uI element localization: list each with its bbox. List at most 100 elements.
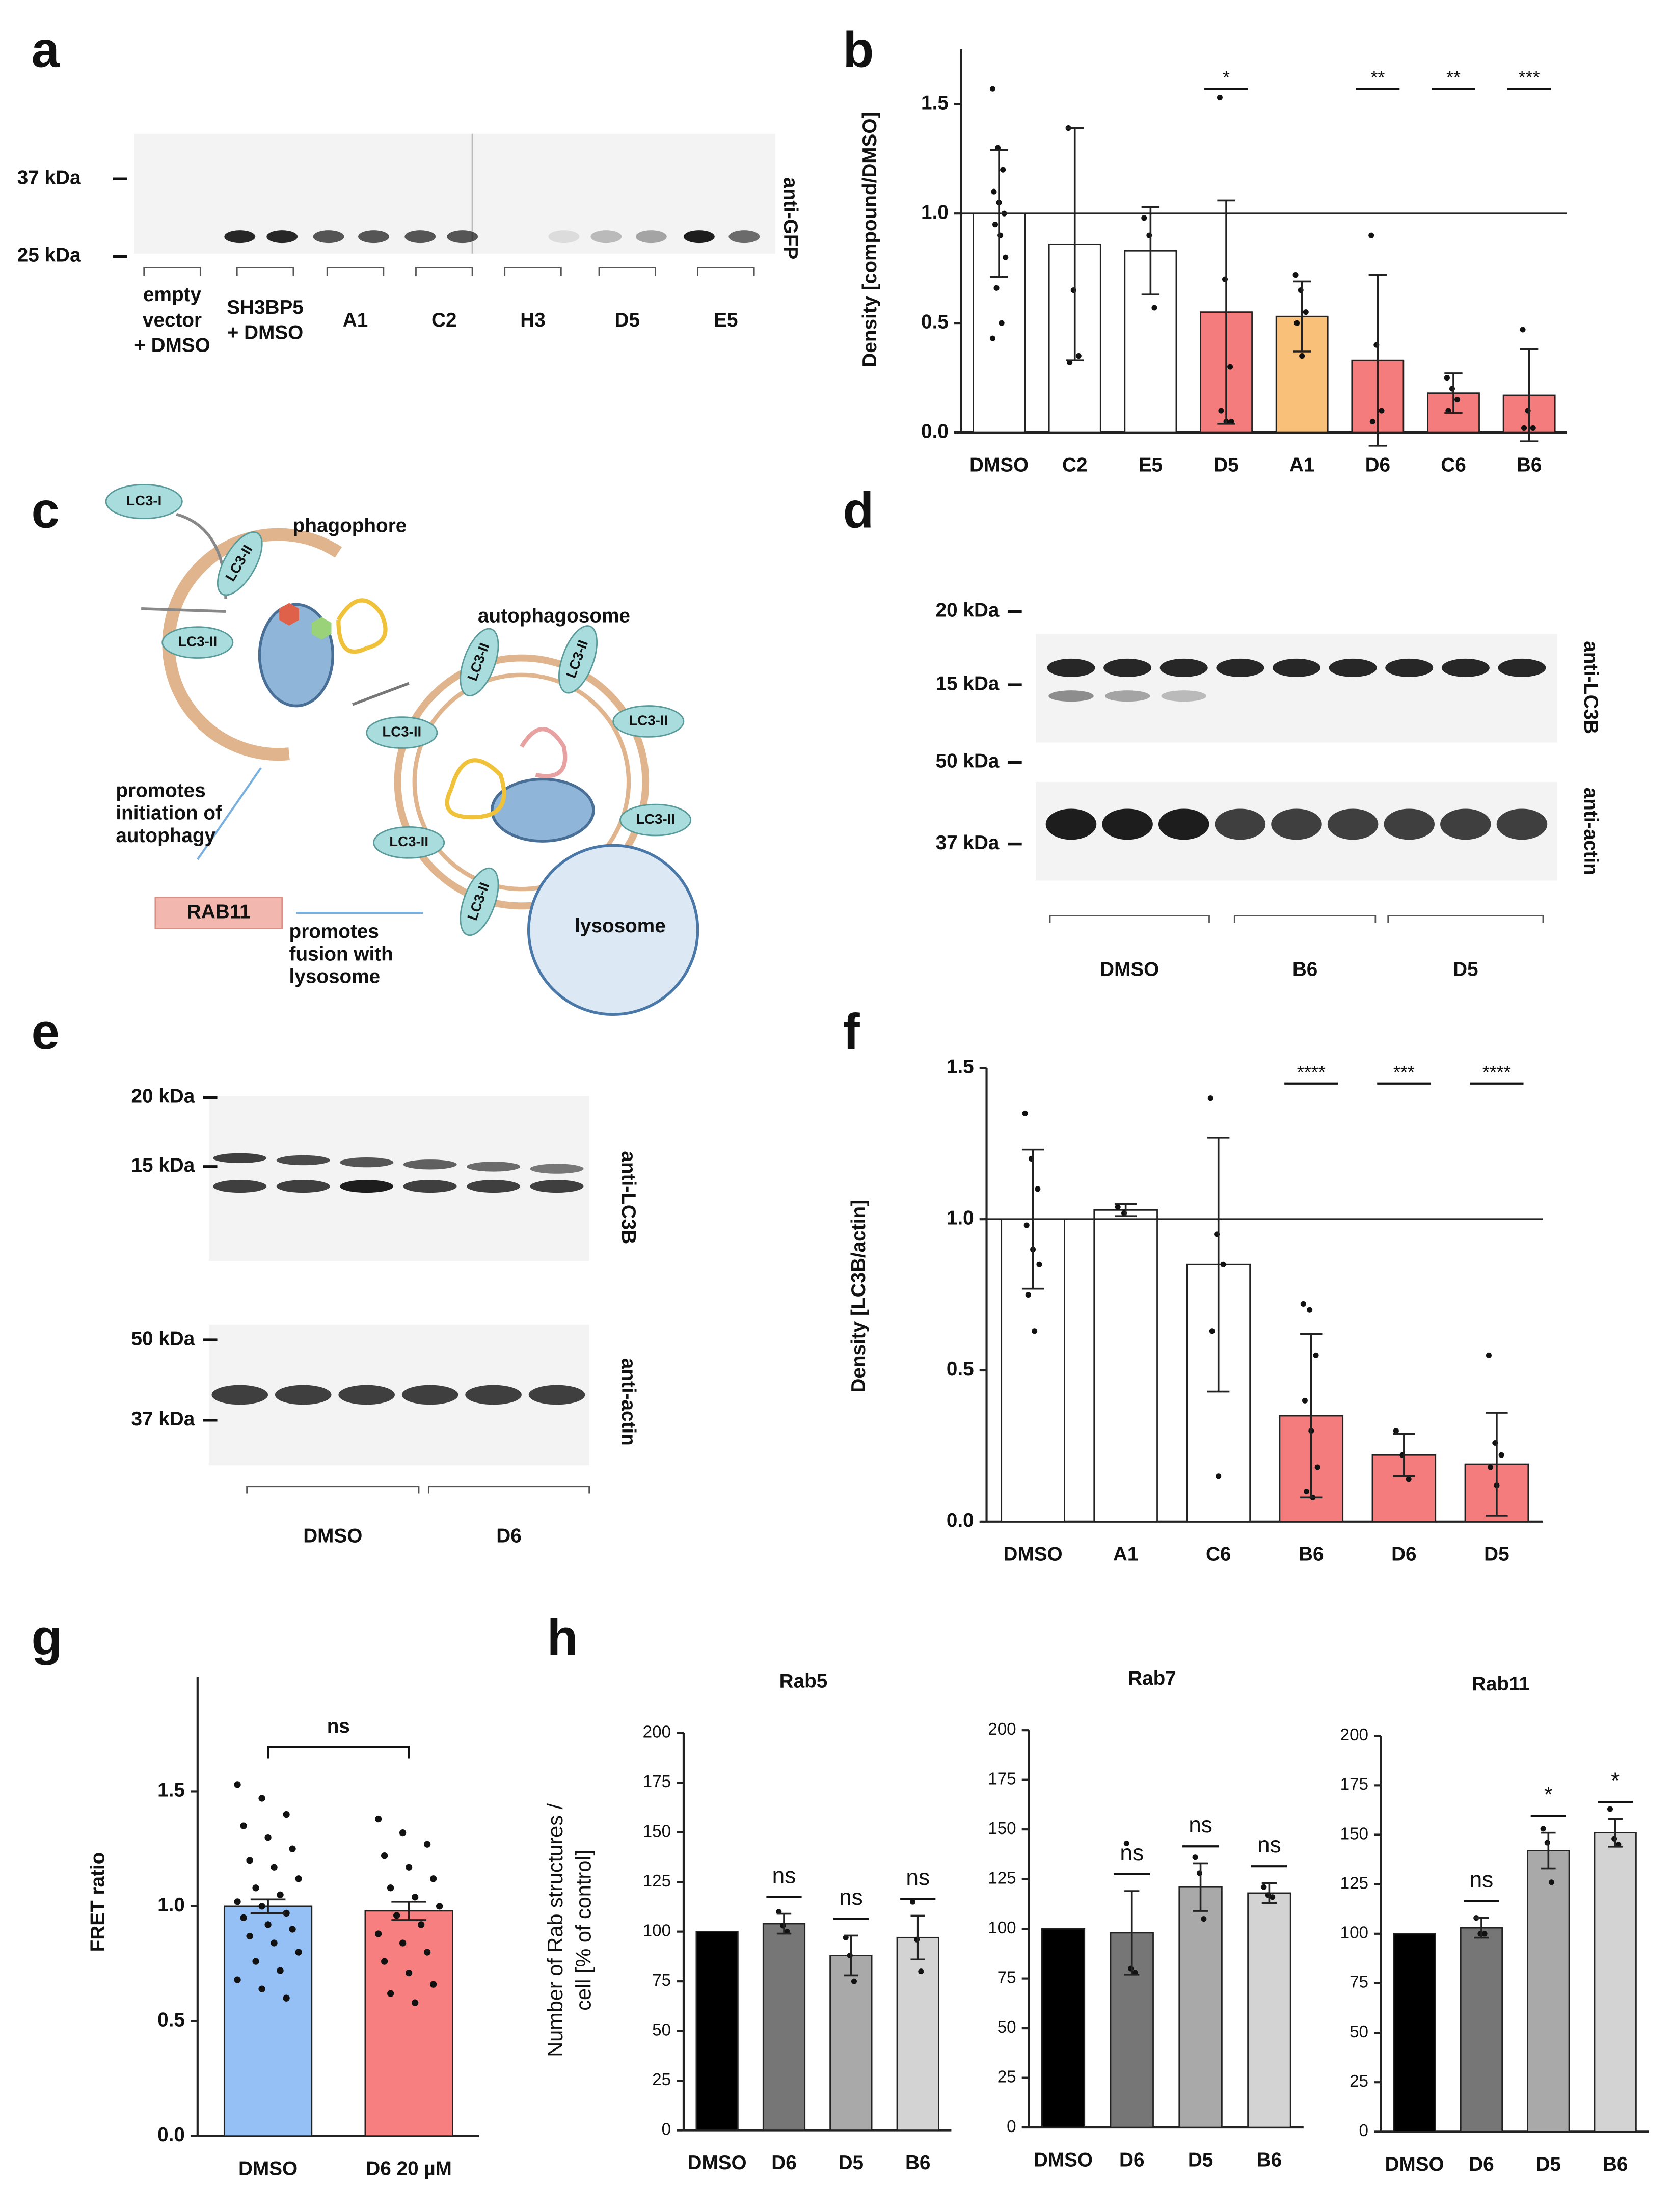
group-label: D6 (496, 1525, 521, 1547)
blot (1036, 634, 1557, 743)
antibody-label: anti-LC3B (1580, 641, 1602, 734)
lane-label: + DMSO (227, 322, 303, 344)
data-point (780, 1923, 786, 1929)
data-point (1314, 1464, 1320, 1470)
lc3-shape (460, 628, 499, 697)
lane-label: SH3BP5 (227, 296, 304, 318)
data-point (1369, 419, 1375, 425)
y-tick-label: 25 (1350, 2072, 1368, 2091)
data-point (1393, 1428, 1399, 1434)
band (1103, 658, 1152, 677)
significance-label: ** (1446, 67, 1461, 88)
diagram-label: LC3-II (382, 723, 421, 739)
marker-label: 50 kDa (131, 1328, 195, 1350)
y-tick-label: 1.0 (157, 1894, 185, 1916)
arrow (141, 607, 226, 613)
band (1215, 808, 1266, 840)
data-point (234, 1781, 241, 1788)
band (1384, 808, 1435, 840)
x-tick-label: D5 (1484, 1543, 1509, 1565)
data-point (387, 1990, 394, 1997)
significance-label: * (1611, 1768, 1620, 1793)
band (728, 230, 760, 244)
data-point (1294, 320, 1300, 326)
x-tick-label: D5 (1536, 2153, 1561, 2175)
data-point (271, 1864, 278, 1871)
y-tick-label: 75 (652, 1971, 671, 1990)
data-point (1379, 408, 1385, 414)
data-point (1299, 353, 1305, 359)
data-point (1270, 1894, 1276, 1900)
lane-bracket (143, 267, 201, 277)
data-point (1216, 1473, 1222, 1479)
significance-label: ns (327, 1715, 350, 1737)
marker-label: 37 kDa (17, 167, 81, 188)
y-tick-label: 0.0 (921, 420, 949, 442)
band (276, 1155, 330, 1166)
diagram-label: LC3-II (389, 833, 428, 849)
significance-label: * (1544, 1782, 1553, 1807)
data-point (989, 335, 995, 341)
x-tick-label: D6 (1119, 2149, 1144, 2171)
diagram-label: RAB11 (187, 901, 251, 923)
data-point (1292, 272, 1299, 278)
data-point (399, 1829, 407, 1837)
antibody-label: anti-actin (617, 1358, 639, 1446)
bar (1393, 1933, 1436, 2133)
data-point (1023, 1222, 1030, 1228)
x-tick-label: D6 (1391, 1543, 1416, 1565)
band (465, 1385, 522, 1405)
data-point (1307, 1307, 1313, 1313)
data-point (989, 86, 995, 92)
group-bracket (1049, 915, 1210, 923)
group-bracket (1233, 915, 1377, 923)
significance-label: ns (1257, 1832, 1281, 1857)
data-point (1544, 1840, 1550, 1846)
x-tick-label: D6 (1469, 2153, 1494, 2175)
band (276, 1180, 330, 1193)
significance-label: ** (1370, 67, 1385, 88)
data-point (1227, 364, 1233, 370)
protein (520, 727, 568, 778)
group-label: DMSO (303, 1525, 362, 1547)
y-tick-label: 150 (988, 1819, 1016, 1838)
data-point (393, 1912, 400, 1919)
x-tick-label: DMSO (688, 2152, 747, 2174)
band (1048, 690, 1094, 702)
bar (762, 1923, 806, 2131)
lane-bracket (326, 267, 385, 277)
data-point (277, 1967, 284, 1974)
y-tick-label: 0.5 (947, 1358, 974, 1380)
y-tick-label: 200 (988, 1720, 1016, 1739)
y-tick-label: 125 (1340, 1874, 1368, 1893)
data-point (240, 1914, 247, 1922)
data-point (1313, 1352, 1319, 1358)
lane-label: vector (143, 309, 202, 331)
x-tick-label: B6 (1257, 2149, 1282, 2171)
data-point (1607, 1806, 1613, 1812)
panel-label: g (31, 1609, 62, 1666)
lane-bracket (504, 267, 562, 277)
data-point (1454, 397, 1461, 403)
x-tick-label: C6 (1206, 1543, 1231, 1565)
band (1441, 658, 1490, 677)
bar (695, 1931, 739, 2131)
data-point (240, 1822, 247, 1829)
data-point (295, 1949, 302, 1956)
band (224, 230, 256, 244)
data-point (1115, 1204, 1121, 1210)
band (1102, 808, 1153, 840)
y-tick-label: 50 (1350, 2022, 1368, 2041)
lysosome (527, 844, 699, 1016)
band (1329, 658, 1377, 677)
data-point (1151, 305, 1157, 311)
data-point (1036, 1261, 1042, 1267)
panel-label: d (843, 482, 874, 539)
data-point (258, 1903, 265, 1910)
band (1271, 808, 1322, 840)
data-point (1123, 1840, 1129, 1846)
data-point (277, 1891, 284, 1898)
marker-label: 25 kDa (17, 245, 81, 266)
data-point (387, 1884, 394, 1892)
data-point (1486, 1352, 1492, 1358)
